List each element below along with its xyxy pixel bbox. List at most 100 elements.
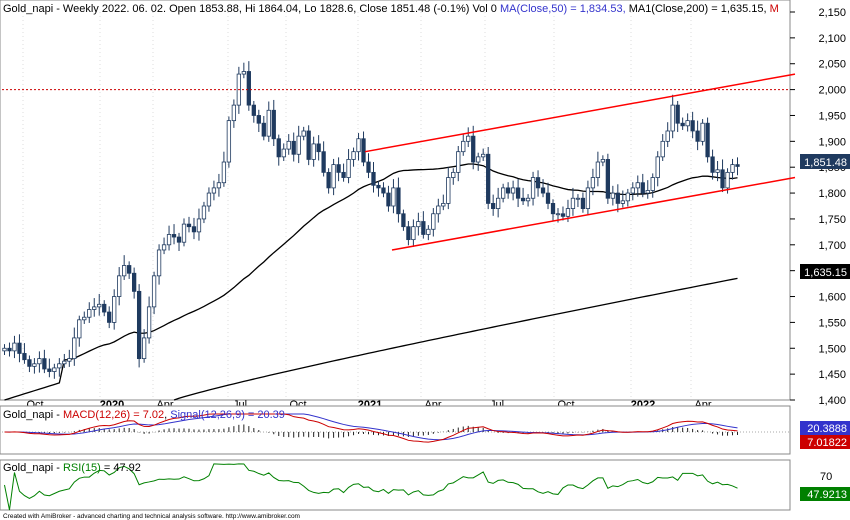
candle-body	[471, 135, 476, 163]
candle-body	[655, 156, 660, 178]
candle-body	[112, 296, 117, 323]
candle-body	[241, 71, 246, 75]
candle-body	[386, 192, 391, 207]
candle-body	[216, 182, 222, 189]
price-tick-label: 1,950	[818, 110, 846, 122]
candle-body	[720, 169, 725, 189]
candle-body	[491, 203, 496, 209]
candle-body	[461, 140, 466, 153]
candle-body	[510, 187, 516, 194]
candle-body	[481, 153, 486, 158]
rsi-pane	[0, 459, 791, 511]
candle-body	[62, 360, 67, 365]
candle-body	[32, 363, 37, 367]
candle-body	[156, 249, 162, 277]
candle-body	[725, 171, 730, 189]
candle-body	[42, 358, 47, 370]
candle-body	[361, 138, 366, 163]
candle-body	[610, 192, 615, 199]
footer-credit: Created with AmiBroker - advanced charti…	[3, 513, 300, 520]
candle-body	[356, 138, 361, 153]
ma50-path	[4, 163, 738, 401]
candle-body	[466, 135, 471, 142]
candle-body	[47, 368, 52, 372]
rsi-path	[4, 463, 738, 511]
candle-body	[680, 122, 685, 127]
candle-body	[196, 218, 202, 233]
rsi-tick-70: 70	[820, 471, 832, 483]
candle-body	[57, 363, 62, 369]
price-tick-label: 2,100	[818, 33, 846, 45]
candle-body	[281, 148, 286, 158]
candle-body	[306, 130, 311, 160]
header-ma200: MA1(Close,200) = 1,635.15,	[629, 3, 770, 15]
candle-body	[286, 140, 291, 150]
candle-body	[87, 309, 92, 318]
candle-body	[246, 71, 251, 106]
macd-path	[4, 413, 738, 443]
candle-body	[141, 337, 147, 360]
candle-body	[486, 153, 491, 204]
candle-body	[545, 192, 551, 204]
candle-body	[540, 187, 546, 194]
price-tick-label: 1,750	[818, 214, 846, 226]
candle-body	[595, 161, 601, 178]
candle-body	[346, 159, 351, 178]
candle-body	[181, 223, 187, 243]
macd-lines	[2, 413, 790, 443]
chart-header: Gold_napi - Weekly 2022. 06. 02. Open 18…	[3, 3, 779, 15]
candle-body	[176, 236, 182, 243]
candle-body	[161, 244, 167, 251]
candle-body	[520, 197, 526, 202]
candle-body	[700, 122, 705, 142]
price-tick-label: 1,600	[818, 292, 846, 304]
candle-body	[421, 221, 426, 235]
candle-body	[565, 208, 571, 217]
candle-body	[496, 197, 501, 209]
header-m: M	[770, 3, 779, 15]
svg-text:7.01822: 7.01822	[807, 437, 847, 449]
candle-body	[72, 337, 77, 360]
candle-body	[600, 159, 606, 163]
candle-body	[271, 109, 276, 140]
candle-body	[146, 306, 152, 339]
candle-body	[605, 159, 611, 199]
rsi-header: Gold_napi - RSI(15) = 47.92	[3, 462, 141, 474]
candle-body	[2, 347, 7, 352]
candle-body	[500, 187, 506, 199]
candle-body	[525, 197, 531, 202]
signal-label: Signal(12,26,9) = 20.39	[170, 409, 285, 421]
signal-path	[4, 413, 738, 441]
candle-body	[7, 347, 12, 352]
candle-body	[37, 358, 42, 365]
candle-body	[456, 151, 461, 173]
price-axis: 2,1502,1002,0502,0001,9501,9001,8501,800…	[790, 7, 846, 407]
price-tick-label: 1,700	[818, 240, 846, 252]
candle-body	[615, 192, 620, 204]
candle-body	[22, 353, 27, 361]
candle-body	[77, 319, 82, 339]
candle-body	[211, 187, 217, 194]
candle-body	[730, 164, 735, 173]
price-tick-label: 2,000	[818, 85, 846, 97]
candle-body	[136, 290, 142, 360]
candle-body	[351, 151, 356, 160]
candle-body	[336, 164, 341, 173]
candle-body	[411, 226, 416, 241]
candle-body	[122, 265, 127, 277]
candle-body	[685, 120, 690, 127]
candle-body	[675, 104, 680, 124]
price-tick-label: 1,800	[818, 188, 846, 200]
price-tick-label: 1,450	[818, 369, 846, 381]
candle-body	[381, 187, 386, 194]
candle-body	[17, 342, 22, 354]
candle-body	[256, 115, 261, 124]
rsi-value-tag: 47.9213	[800, 487, 850, 501]
candle-body	[191, 226, 197, 233]
candle-body	[550, 203, 556, 215]
candle-body	[505, 187, 511, 194]
candle-body	[326, 171, 331, 189]
candle-body	[575, 197, 581, 200]
candle-body	[635, 182, 640, 189]
candle-body	[665, 130, 670, 142]
